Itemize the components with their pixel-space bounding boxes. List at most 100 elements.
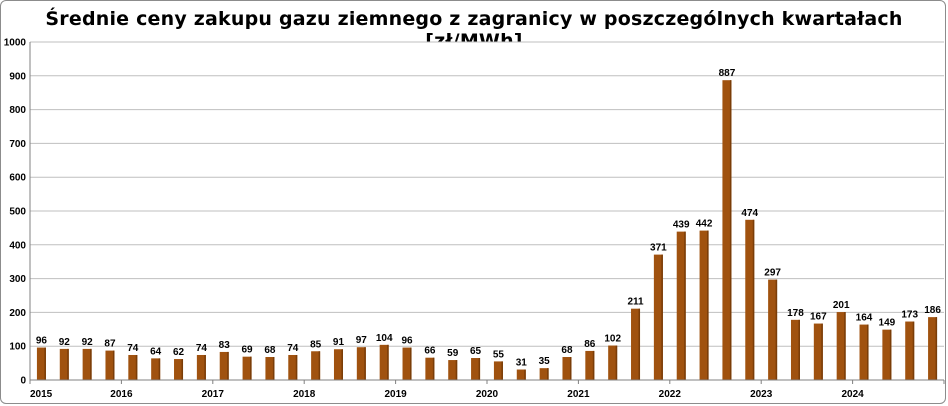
data-label: 74 bbox=[127, 343, 139, 354]
bar-shade bbox=[684, 231, 686, 380]
data-label: 86 bbox=[584, 339, 596, 350]
data-label: 102 bbox=[604, 334, 621, 345]
data-label: 64 bbox=[150, 346, 162, 357]
data-label: 59 bbox=[447, 348, 459, 359]
data-label: 68 bbox=[264, 345, 276, 356]
bar bbox=[813, 323, 823, 380]
y-tick-label: 300 bbox=[9, 274, 26, 285]
bar-shade bbox=[90, 348, 92, 380]
bar-shade bbox=[752, 219, 755, 380]
bar bbox=[562, 357, 572, 380]
bar-shade bbox=[432, 357, 435, 380]
bar-shade bbox=[227, 351, 229, 380]
data-label: 92 bbox=[59, 337, 71, 348]
bar-shade bbox=[798, 319, 800, 380]
y-tick-label: 400 bbox=[9, 240, 26, 251]
bar-shade bbox=[592, 350, 595, 380]
bar bbox=[151, 358, 161, 380]
bar bbox=[768, 279, 778, 380]
data-label: 68 bbox=[561, 345, 573, 356]
bar bbox=[128, 354, 138, 380]
data-label: 31 bbox=[516, 358, 528, 369]
data-label: 55 bbox=[493, 349, 505, 360]
bar bbox=[265, 357, 275, 380]
bar bbox=[174, 359, 184, 380]
data-label: 887 bbox=[719, 68, 736, 79]
bar bbox=[82, 348, 92, 380]
x-tick-label: 2019 bbox=[384, 389, 407, 400]
data-label: 74 bbox=[287, 343, 299, 354]
data-label: 96 bbox=[401, 336, 413, 347]
y-tick-label: 100 bbox=[9, 342, 26, 353]
bar-shade bbox=[707, 230, 709, 380]
data-label: 87 bbox=[104, 339, 116, 350]
data-label: 62 bbox=[173, 347, 185, 358]
bar bbox=[585, 350, 595, 380]
bar bbox=[471, 358, 481, 380]
bar-shade bbox=[821, 323, 823, 380]
bar bbox=[59, 348, 69, 380]
x-tick-label: 2021 bbox=[567, 389, 590, 400]
bar-shade bbox=[729, 80, 732, 380]
data-label: 91 bbox=[333, 337, 345, 348]
data-label: 66 bbox=[424, 346, 436, 357]
data-label: 474 bbox=[741, 208, 758, 219]
bar bbox=[516, 369, 526, 380]
bar-shade bbox=[67, 348, 69, 380]
y-tick-label: 600 bbox=[9, 173, 26, 184]
bar bbox=[402, 347, 412, 380]
data-label: 92 bbox=[82, 337, 94, 348]
y-tick-label: 1000 bbox=[4, 38, 27, 49]
bar-shade bbox=[204, 354, 206, 380]
bar-shade bbox=[775, 279, 778, 380]
bar bbox=[36, 347, 46, 380]
bar bbox=[288, 354, 298, 380]
data-label: 297 bbox=[764, 268, 781, 279]
bar-shade bbox=[181, 359, 184, 380]
bar bbox=[493, 361, 503, 380]
bar-shade bbox=[318, 351, 321, 380]
bar-shade bbox=[912, 321, 915, 380]
bar-shade bbox=[364, 347, 366, 380]
bar bbox=[676, 231, 686, 380]
bar bbox=[653, 254, 663, 380]
bar bbox=[105, 350, 115, 380]
bar-shade bbox=[112, 350, 115, 380]
y-tick-label: 700 bbox=[9, 139, 26, 150]
bar bbox=[356, 347, 366, 380]
bar-shade bbox=[638, 308, 641, 380]
data-label: 74 bbox=[196, 343, 208, 354]
data-label: 96 bbox=[36, 336, 48, 347]
bar bbox=[790, 319, 800, 380]
bar bbox=[242, 356, 252, 380]
bar bbox=[859, 324, 869, 380]
bar bbox=[311, 351, 321, 380]
bar-shade bbox=[341, 349, 343, 380]
bar bbox=[219, 351, 229, 380]
bar bbox=[699, 230, 709, 380]
data-label: 164 bbox=[856, 313, 873, 324]
bar-shade bbox=[135, 354, 138, 380]
data-label: 186 bbox=[924, 305, 941, 316]
bar-shade bbox=[501, 361, 503, 380]
y-tick-label: 0 bbox=[20, 376, 26, 387]
data-label: 211 bbox=[627, 297, 644, 308]
bar bbox=[333, 349, 343, 380]
bar bbox=[425, 357, 435, 380]
bar bbox=[196, 354, 206, 380]
x-tick-label: 2016 bbox=[110, 389, 133, 400]
x-tick-label: 2017 bbox=[202, 389, 225, 400]
bar bbox=[722, 80, 732, 380]
bar-shade bbox=[889, 329, 892, 380]
bar-shade bbox=[569, 357, 572, 380]
y-tick-label: 900 bbox=[9, 71, 26, 82]
bar bbox=[836, 312, 846, 380]
x-tick-label: 2018 bbox=[293, 389, 316, 400]
data-label: 97 bbox=[356, 335, 368, 346]
x-tick-label: 2022 bbox=[659, 389, 682, 400]
bar-shade bbox=[844, 312, 846, 380]
bar bbox=[745, 219, 755, 380]
bar bbox=[928, 317, 938, 380]
